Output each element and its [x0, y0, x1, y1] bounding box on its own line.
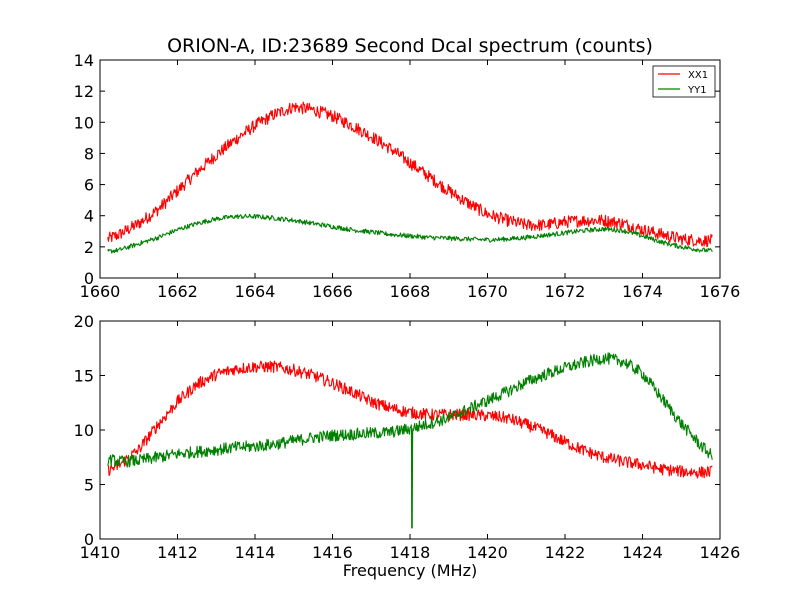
y-tick-label: 0: [84, 530, 94, 549]
x-tick-label: 1664: [235, 282, 276, 301]
y-tick-label: 2: [84, 238, 94, 257]
bottom-panel-series: [107, 352, 713, 529]
legend-label-xx1: XX1: [688, 70, 708, 81]
y-tick-label: 12: [74, 82, 94, 101]
series-line-yy1-panel-1: [107, 352, 713, 529]
x-tick-label: 1660: [80, 282, 121, 301]
y-tick-label: 15: [74, 367, 94, 386]
bottom-panel-ticks: 1410 1412 1414 1416 1418 1420 1422 1424 1426 0 5 10…: [74, 312, 741, 562]
x-tick-label: 1414: [235, 543, 276, 562]
bottom-panel: 1410 1412 1414 1416 1418 1420 1422 1424 1426 0 5 10…: [74, 312, 741, 562]
x-tick-label: 1666: [312, 282, 353, 301]
chart-title: ORION-A, ID:23689 Second Dcal spectrum (…: [167, 35, 653, 57]
series-line-xx1-panel-1: [107, 360, 713, 479]
y-tick-label: 10: [74, 113, 94, 132]
x-tick-label: 1422: [545, 543, 586, 562]
x-tick-label: 1672: [545, 282, 586, 301]
x-tick-label: 1412: [157, 543, 198, 562]
series-line-yy1-panel-0: [107, 213, 713, 254]
legend-label-yy1: YY1: [687, 85, 707, 96]
y-tick-label: 4: [84, 207, 94, 226]
top-panel-series: [107, 101, 713, 254]
y-tick-label: 0: [84, 269, 94, 288]
x-tick-label: 1410: [80, 543, 121, 562]
series-line-xx1-panel-0: [107, 101, 713, 248]
top-panel: 1660 1662 1664 1666 1668 1670 1672 1674 1676 0 2 4 6…: [74, 51, 741, 301]
x-tick-label: 1424: [622, 543, 663, 562]
y-tick-label: 5: [84, 476, 94, 495]
y-tick-label: 8: [84, 144, 94, 163]
x-tick-label: 1420: [467, 543, 508, 562]
x-tick-label: 1676: [700, 282, 741, 301]
x-tick-label: 1416: [312, 543, 353, 562]
y-tick-label: 10: [74, 421, 94, 440]
x-tick-label: 1674: [622, 282, 663, 301]
x-tick-label: 1662: [157, 282, 198, 301]
legend: XX1 YY1: [652, 65, 716, 98]
x-tick-label: 1668: [390, 282, 431, 301]
y-tick-label: 14: [74, 51, 94, 70]
x-tick-label: 1670: [467, 282, 508, 301]
x-tick-label: 1426: [700, 543, 741, 562]
legend-box: [652, 65, 716, 98]
top-panel-ticks: 1660 1662 1664 1666 1668 1670 1672 1674 1676 0 2 4 6…: [74, 51, 741, 301]
y-tick-label: 20: [74, 312, 94, 331]
y-tick-label: 6: [84, 176, 94, 195]
x-axis-label: Frequency (MHz): [343, 561, 477, 580]
x-tick-label: 1418: [390, 543, 431, 562]
